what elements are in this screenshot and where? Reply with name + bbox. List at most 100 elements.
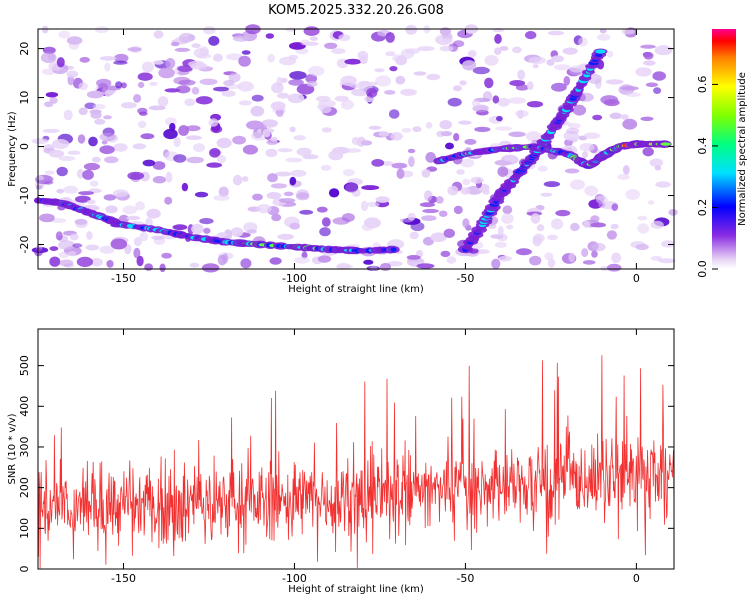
spectrogram-cell	[66, 70, 79, 78]
spectrogram-cell	[508, 97, 526, 104]
spectrogram-cell	[517, 109, 524, 119]
spectrogram-cell	[206, 162, 223, 168]
snr-x-ticks: -150 -100 -50 0	[111, 329, 640, 585]
spectrogram-cell	[562, 47, 578, 55]
spectrogram-cell	[69, 233, 79, 241]
spectrogram-cell	[650, 256, 663, 261]
spectrogram-cell	[163, 128, 178, 140]
spectrogram-cell	[318, 99, 336, 108]
spectrogram-cell	[547, 234, 558, 240]
spectrogram-cell	[122, 205, 138, 215]
spectrogram-cell	[410, 221, 425, 232]
spectrogram-cell	[407, 212, 416, 221]
spectrogram-cell	[340, 99, 354, 110]
spectrogram-cell	[369, 265, 378, 271]
spectrogram-cell	[285, 157, 303, 163]
spectrogram-cell	[63, 185, 79, 194]
spectrogram-cell	[190, 62, 208, 70]
spectrogram-cell	[467, 50, 477, 58]
spectrogram-cell	[484, 77, 494, 89]
spectrogram-cell	[495, 126, 513, 131]
spectrogram-cell	[390, 132, 403, 141]
spectrogram-cell	[184, 98, 196, 107]
spectrogram-cell	[74, 218, 88, 225]
spectrogram-cell	[283, 191, 294, 197]
spectrogram-cell	[587, 73, 602, 85]
spectrogram-cell	[464, 138, 477, 145]
spectrogram-x-ticks: -150 -100 -50 0	[111, 29, 640, 285]
spectrogram-cell	[363, 259, 374, 265]
spectrogram-cell	[409, 231, 419, 240]
spectrogram-cell	[293, 135, 306, 141]
colorbar-tick-label: 0.6	[696, 76, 709, 94]
track-core	[660, 142, 671, 146]
spectrogram-cell	[175, 85, 191, 94]
spectrogram-cell	[267, 53, 275, 63]
spectrogram-cell	[133, 94, 142, 103]
spectrogram-cell	[58, 155, 76, 162]
spectrogram-cell	[596, 33, 611, 41]
spectrogram-cell	[189, 262, 200, 268]
snr-xtick-label: 0	[633, 572, 640, 585]
spectrogram-cell	[195, 96, 213, 105]
snr-ytick-label: 200	[18, 477, 31, 498]
spectrogram-cell	[78, 107, 88, 116]
spectrogram-cell	[165, 171, 173, 183]
spectrogram-cell	[649, 158, 664, 167]
spectrogram-cell	[416, 263, 435, 269]
spectrogram-cell	[287, 93, 305, 104]
spectrogram-cell	[89, 109, 102, 114]
spectrogram-cell	[460, 158, 475, 168]
spectrogram-cell	[443, 228, 455, 238]
spectrogram-cell	[208, 118, 219, 127]
spectrogram-cell	[191, 86, 200, 95]
spectrogram-cell	[277, 148, 293, 153]
spectrogram-cell	[178, 32, 194, 43]
spectrogram-cell	[570, 179, 585, 190]
spectrogram-cell	[658, 258, 676, 264]
spectrogram-cell	[40, 52, 57, 64]
spectrogram-cell	[385, 32, 395, 43]
spectrogram-cell	[267, 173, 278, 183]
snr-frame	[37, 328, 675, 570]
spectrogram-cell	[106, 260, 114, 268]
colorbar-tick-label: 0.0	[696, 260, 709, 278]
spectrogram-cell	[290, 169, 307, 177]
spectrogram-cell	[94, 118, 106, 125]
spectrogram-cell	[139, 231, 149, 242]
spectrogram-cell	[349, 83, 365, 89]
spectrogram-cell	[366, 201, 380, 208]
spectrogram-cell	[45, 92, 59, 98]
spectrogram-cell	[635, 67, 652, 77]
spectrogram-cell	[246, 229, 257, 234]
spectrogram-cell	[223, 229, 233, 241]
spectrogram-cell	[89, 180, 99, 187]
spectrogram-cell	[306, 81, 318, 87]
spectrogram-cell	[375, 75, 392, 87]
spectrogram-cell	[136, 255, 144, 267]
spectrogram-cell	[598, 202, 606, 208]
spectrogram-cell	[63, 109, 73, 121]
spectrogram-cell	[610, 223, 619, 230]
spectrogram-cell	[363, 217, 381, 229]
spectrogram-cell	[471, 99, 481, 108]
spectrogram-cell	[653, 87, 662, 94]
spectrogram-cell	[194, 191, 209, 198]
spectrogram-cell	[319, 227, 331, 237]
spectrogram-noise-blobs	[31, 24, 678, 273]
spectrogram-cell	[440, 131, 453, 137]
spectrogram-cell	[161, 252, 172, 259]
spectrogram-cell	[217, 254, 227, 266]
spectrogram-cell	[216, 137, 232, 149]
spectrogram-cell	[650, 220, 664, 229]
spectrogram-cell	[583, 132, 601, 139]
spectrogram-cell	[261, 119, 278, 128]
spectrogram-cell	[58, 30, 71, 39]
spectrogram-y-label: Frequency (Hz)	[7, 111, 18, 187]
spectrogram-cell	[127, 171, 145, 180]
spectrogram-cell	[191, 43, 201, 49]
spectrogram-cell	[336, 262, 351, 270]
colorbar-ticks: 0.0 0.2 0.4 0.6	[696, 76, 718, 278]
snr-xtick-label: -150	[111, 572, 136, 585]
spectrogram-cell	[555, 209, 571, 217]
